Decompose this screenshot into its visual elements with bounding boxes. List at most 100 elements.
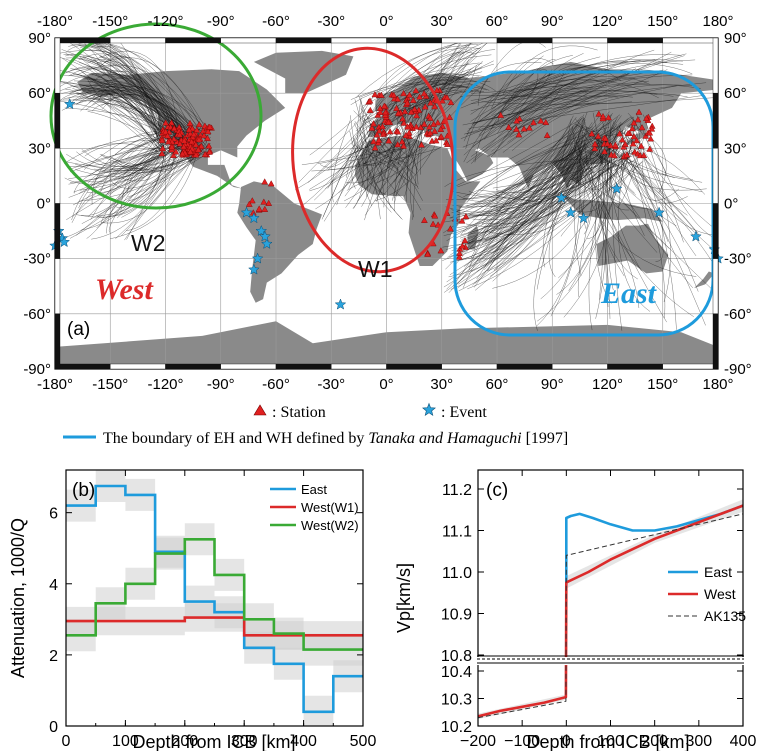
station-marker [605,114,612,121]
station-marker [530,119,537,126]
station-marker [431,127,439,134]
ray-path-east [503,95,587,138]
legend-label: West(W1) [301,500,359,515]
ray-path-east [583,143,703,193]
station-marker [366,97,374,104]
station-marker [375,136,383,143]
ray-path-east [468,131,602,233]
ray-path-w2 [91,103,164,133]
ray-path-east [497,82,588,123]
lon-tick-label-top: -120° [147,13,183,30]
station-marker [646,129,654,136]
lon-tick-label-top: 90° [541,13,564,30]
ray-path-east [459,155,590,222]
station-marker [623,151,631,158]
ray-path-east [583,164,667,323]
ray-path-east [457,148,635,289]
station-marker [394,95,401,102]
ray-path-w1 [331,120,351,203]
y-tick-label: 11.0 [442,565,472,582]
station-marker [399,115,407,122]
x-tick-label: 500 [350,733,377,750]
station-marker [400,119,408,126]
frame-segment [54,203,61,259]
ray-path-east [448,119,584,278]
ray-path-w1 [386,140,397,209]
station-marker [418,141,425,148]
ray-path-w2 [85,38,200,130]
lat-tick-label-right: 0° [724,196,738,213]
land-new-zealand [694,271,715,289]
frame-segment [441,363,498,370]
station-marker [394,109,402,116]
ray-path-w2 [86,153,201,201]
lat-tick-label-right: -60° [724,306,752,323]
ray-path-w1 [359,62,480,98]
ray-path-w1 [394,111,431,183]
lon-tick-label-bottom: 150° [647,376,678,393]
ray-path-w1 [309,108,366,156]
lat-tick-label-left: 60° [28,85,51,102]
attenuation-axes: 0 100 200 300 400 500 0 2 4 6 [49,470,376,750]
ray-path-east [632,164,706,326]
ray-path-w1 [357,97,362,166]
station-marker [612,141,619,148]
x-tick-label: 300 [685,733,712,750]
station-marker [255,205,263,212]
station-marker [447,98,455,105]
ray-path-east [626,147,706,195]
station-marker [376,108,384,115]
ray-path-east [496,148,583,202]
ray-path-east [595,114,612,304]
frame-segment [331,363,387,370]
station-marker [393,104,400,111]
station-marker [394,128,402,135]
ray-path-w1 [382,109,441,197]
station-marker [444,140,451,147]
ray-path-east [490,95,633,158]
ray-path-w2 [102,80,207,137]
station-marker [366,106,374,113]
station-marker [375,127,383,134]
ray-path-east [491,58,554,108]
ray-path-w2 [109,153,208,189]
station-marker [443,94,451,101]
event-markers [49,98,724,310]
station-marker [616,130,623,137]
ray-path-w1 [427,62,483,123]
station-marker [205,142,213,149]
velocity-chart: −200 −100 0 100 200 300 400 10.8 10.9 11.0 11.1 11.… [394,469,756,751]
station-marker [159,144,167,152]
lon-tick-label-bottom: -60° [262,376,290,393]
ray-path-east [468,118,584,245]
map-checker-frame [54,37,719,370]
ray-path-w2 [91,130,165,205]
y-tick-label: 10.8 [441,648,472,665]
ray-path-east [493,82,577,118]
station-marker [382,108,389,116]
station-marker [647,135,655,142]
station-marker [432,137,440,144]
attenuation-chart: 0 100 200 300 400 500 0 2 4 6 East West(W1) West(W2… [8,469,376,751]
ray-path-east [468,143,587,195]
ray-path-w2 [117,156,171,182]
legend-label: West [704,586,736,602]
station-marker [401,107,409,115]
event-marker [610,182,623,194]
region-label-east: East [600,277,658,310]
frame-segment [275,37,332,44]
lon-tick-label-bottom: -90° [207,376,235,393]
lon-tick-label-top: 150° [647,13,678,30]
ray-path-w2 [121,156,195,237]
frame-segment [712,92,719,149]
station-marker [377,91,385,98]
ray-path-east [483,160,627,260]
station-marker [370,137,377,145]
ray-path-east [624,131,669,242]
ray-path-east [457,142,583,202]
station-marker [420,120,428,127]
station-marker [193,126,201,133]
station-marker [427,99,434,106]
velocity-y-axis-title: Vp[km/s] [394,563,414,633]
land-australia [596,223,669,274]
